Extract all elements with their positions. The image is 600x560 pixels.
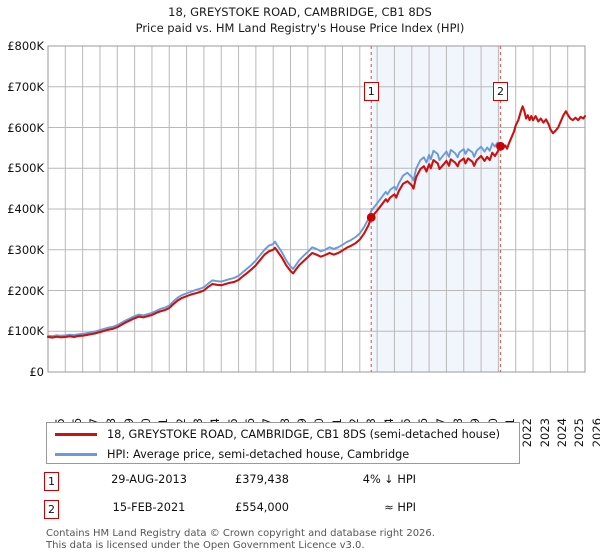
sale-point-marker[interactable] [496,141,505,151]
y-axis-tick-label: £300K [7,242,44,257]
legend-label: HPI: Average price, semi-detached house,… [107,447,410,461]
y-axis-tick-label: £0 [29,365,44,379]
transaction-hpi-delta: 4% ↓ HPI [362,473,416,486]
sale-point-marker[interactable] [366,212,376,222]
transaction-price: £379,438 [235,473,289,486]
legend-label: 18, GREYSTOKE ROAD, CAMBRIDGE, CB1 8DS (… [107,427,501,441]
title-subtitle: Price paid vs. HM Land Registry's House … [135,21,465,35]
y-axis-tick-label: £400K [7,202,44,216]
series-line [47,141,502,338]
footer-line-2: This data is licensed under the Open Gov… [46,539,365,551]
page-title: 18, GREYSTOKE ROAD, CAMBRIDGE, CB1 8DS P… [0,4,600,36]
x-axis-tick-label: 2022 [520,418,535,448]
legend-color-swatch [55,452,97,456]
legend-item: HPI: Average price, semi-detached house,… [47,444,519,464]
x-axis-tick-label: 2024 [554,418,569,448]
price-history-line-chart [46,45,587,373]
x-axis-tick-label: 2026 [589,418,600,448]
chart-plot-area: £0 £100K £200K £300K £400K £500K £600K £700K £80… [0,0,600,447]
chart-legend: 18, GREYSTOKE ROAD, CAMBRIDGE, CB1 8DS (… [46,422,520,464]
y-axis-tick-label: £700K [7,79,44,94]
y-axis-tick-label: £800K [7,39,44,53]
transaction-index-badge: 2 [44,500,59,519]
x-axis-tick-label: 2025 [572,418,587,448]
transaction-hpi-delta: ≈ HPI [384,501,416,514]
transaction-index-badge: 1 [44,472,59,491]
chart-marker-badge[interactable]: 1 [363,82,379,101]
transactions-list: 1 29-AUG-2013 £379,438 4% ↓ HPI 2 15-FEB-2021… [44,470,464,526]
x-axis-tick-label: 2023 [537,418,552,448]
footer-attribution: Contains HM Land Registry data © Crown c… [46,528,566,551]
transaction-date: 29-AUG-2013 [111,473,187,486]
transaction-row: 1 29-AUG-2013 £379,438 4% ↓ HPI [44,470,464,498]
series-line [46,105,587,339]
chart-marker-badge[interactable]: 2 [492,82,508,101]
plot-border [47,45,586,373]
transaction-date: 15-FEB-2021 [112,501,186,514]
title-address: 18, GREYSTOKE ROAD, CAMBRIDGE, CB1 8DS [168,5,432,19]
y-axis-tick-label: £600K [7,120,44,135]
transaction-price: £554,000 [235,501,289,514]
legend-color-swatch [55,432,97,436]
y-axis-tick-label: £500K [7,161,44,176]
y-axis: £0 £100K £200K £300K £400K £500K £600K £700K £80… [0,0,44,420]
transaction-row: 2 15-FEB-2021 £554,000 ≈ HPI [44,498,464,526]
y-axis-tick-label: £200K [7,283,44,298]
y-axis-tick-label: £100K [7,324,44,339]
legend-item: 18, GREYSTOKE ROAD, CAMBRIDGE, CB1 8DS (… [47,424,519,444]
x-axis: 1995199619971998199920002001200220032004… [0,374,600,447]
footer-line-1: Contains HM Land Registry data © Crown c… [46,528,435,539]
